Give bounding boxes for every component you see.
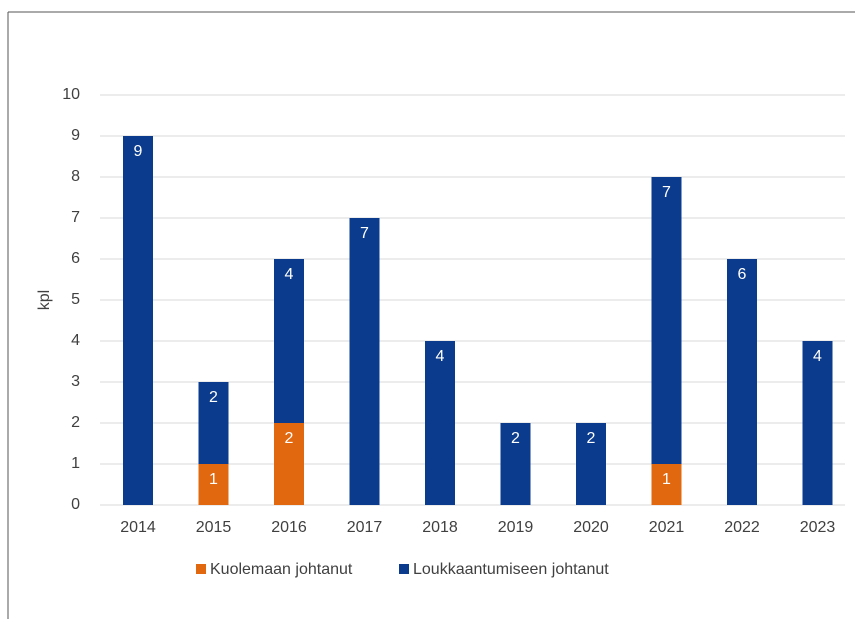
legend-label: Kuolemaan johtanut xyxy=(210,561,353,578)
x-tick-label: 2020 xyxy=(573,519,609,536)
x-tick-label: 2017 xyxy=(347,519,383,536)
y-axis-label: kpl xyxy=(36,290,53,310)
bar-segment xyxy=(500,423,531,505)
y-tick-label: 3 xyxy=(71,373,80,390)
y-tick-label: 7 xyxy=(71,209,80,226)
bar-segment xyxy=(123,136,153,505)
x-tick-label: 2014 xyxy=(120,519,156,536)
x-tick-label: 2016 xyxy=(271,519,307,536)
y-tick-label: 5 xyxy=(71,291,80,308)
x-tick-label: 2019 xyxy=(498,519,534,536)
x-tick-label: 2021 xyxy=(649,519,685,536)
y-tick-label: 6 xyxy=(71,250,80,267)
bar-segment xyxy=(576,423,606,505)
bar-segment xyxy=(727,259,757,505)
bar-segment xyxy=(274,259,304,423)
legend-swatch xyxy=(196,564,206,574)
y-tick-label: 2 xyxy=(71,414,80,431)
x-tick-label: 2023 xyxy=(800,519,836,536)
data-label: 2 xyxy=(209,389,218,406)
bar-segment xyxy=(425,341,455,505)
data-label: 7 xyxy=(360,225,369,242)
y-tick-label: 8 xyxy=(71,168,80,185)
y-tick-label: 9 xyxy=(71,127,80,144)
data-label: 9 xyxy=(134,143,143,160)
legend-label: Loukkaantumiseen johtanut xyxy=(413,561,609,578)
y-tick-label: 10 xyxy=(62,86,80,103)
bar-segment xyxy=(349,218,380,505)
y-tick-label: 0 xyxy=(71,496,80,513)
x-tick-label: 2018 xyxy=(422,519,458,536)
data-label: 4 xyxy=(813,348,822,365)
data-label: 1 xyxy=(209,471,218,488)
y-tick-label: 1 xyxy=(71,455,80,472)
x-tick-label: 2015 xyxy=(196,519,232,536)
bar-segment xyxy=(651,464,682,505)
bar-segment xyxy=(274,423,304,505)
legend-swatch xyxy=(399,564,409,574)
data-label: 6 xyxy=(738,266,747,283)
data-label: 4 xyxy=(285,266,294,283)
bar-segment xyxy=(198,464,229,505)
data-label: 7 xyxy=(662,184,671,201)
data-label: 2 xyxy=(285,430,294,447)
x-tick-label: 2022 xyxy=(724,519,760,536)
data-label: 2 xyxy=(587,430,596,447)
bar-segment xyxy=(198,382,229,464)
bar-segment xyxy=(651,177,682,464)
y-tick-label: 4 xyxy=(71,332,80,349)
data-label: 1 xyxy=(662,471,671,488)
bar-segment xyxy=(802,341,833,505)
data-label: 2 xyxy=(511,430,520,447)
data-label: 4 xyxy=(436,348,445,365)
